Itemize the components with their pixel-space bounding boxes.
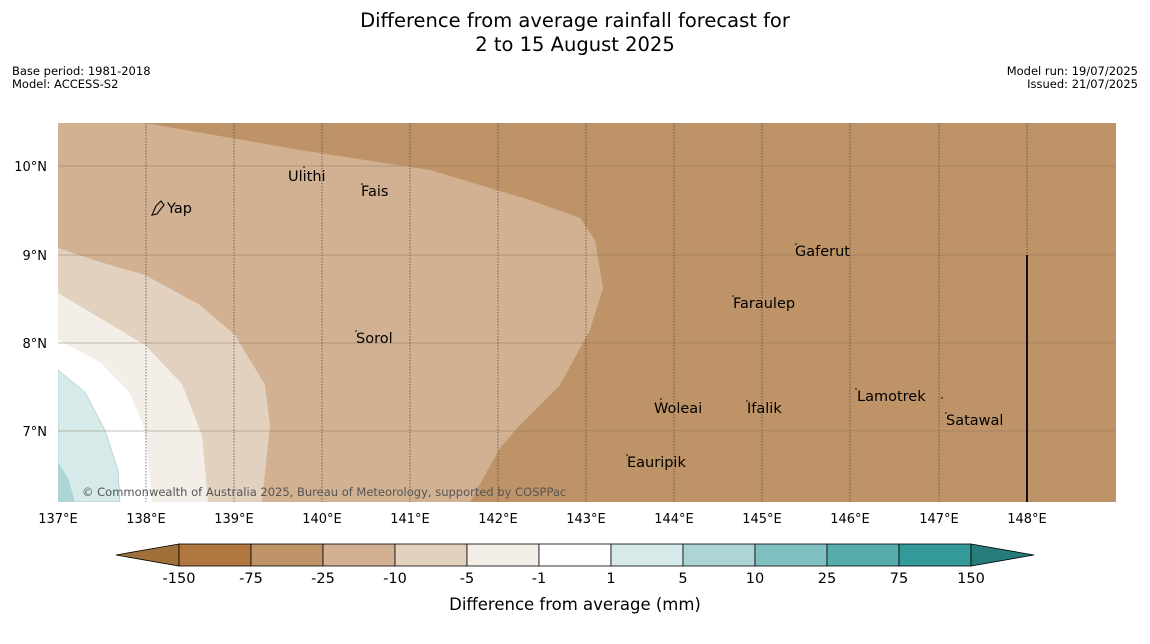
- title-line-1: Difference from average rainfall forecas…: [360, 9, 790, 32]
- colorbar: [115, 543, 1035, 567]
- colorbar-segment: [394, 543, 468, 567]
- place-label-fais: Fais: [361, 184, 388, 200]
- colorbar-label: 25: [818, 571, 836, 587]
- colorbar-label: -5: [460, 571, 474, 587]
- lon-tick-147e: 147°E: [919, 512, 959, 527]
- colorbar-label: 150: [957, 571, 985, 587]
- colorbar-cap-high: [970, 543, 1035, 567]
- colorbar-label: -150: [163, 571, 196, 587]
- colorbar-label: 75: [890, 571, 908, 587]
- copyright-notice: © Commonwealth of Australia 2025, Bureau…: [82, 485, 566, 499]
- colorbar-cap-low: [115, 543, 180, 567]
- colorbar-segment: [466, 543, 540, 567]
- colorbar-segment: [322, 543, 396, 567]
- place-label-gaferut: Gaferut: [795, 244, 850, 260]
- lon-tick-142e: 142°E: [478, 512, 518, 527]
- title-line-2: 2 to 15 August 2025: [475, 33, 675, 56]
- model-run: Model run: 19/07/2025: [1006, 64, 1138, 78]
- colorbar-segment: [754, 543, 828, 567]
- place-label-sorol: Sorol: [356, 331, 393, 347]
- lat-tick-9n: 9°N: [23, 249, 48, 264]
- lon-tick-140e: 140°E: [302, 512, 342, 527]
- place-markers: [303, 166, 947, 456]
- place-label-faraulep: Faraulep: [733, 296, 795, 312]
- base-period: Base period: 1981-2018: [12, 64, 151, 78]
- colorbar-segment: [682, 543, 756, 567]
- place-label-ulithi: Ulithi: [288, 169, 326, 185]
- colorbar-segment: [826, 543, 900, 567]
- meta-left: Base period: 1981-2018 Model: ACCESS-S2: [12, 65, 151, 91]
- yap-island-outline: [150, 200, 165, 216]
- colorbar-title: Difference from average (mm): [449, 595, 701, 614]
- lon-tick-144e: 144°E: [654, 512, 694, 527]
- lat-tick-labels: 10°N 9°N 8°N 7°N: [14, 160, 47, 440]
- model-name: Model: ACCESS-S2: [12, 77, 119, 91]
- colorbar-label: -1: [532, 571, 546, 587]
- colorbar-segment: [610, 543, 684, 567]
- zone-plus-5: [58, 369, 121, 502]
- lat-tick-8n: 8°N: [23, 337, 48, 352]
- place-label-lamotrek: Lamotrek: [857, 389, 926, 405]
- colorbar-label: 1: [606, 571, 615, 587]
- lon-tick-148e: 148°E: [1007, 512, 1047, 527]
- place-label-eauripik: Eauripik: [627, 455, 686, 471]
- meta-right: Model run: 19/07/2025 Issued: 21/07/2025: [1007, 65, 1138, 91]
- place-label-ifalik: Ifalik: [747, 401, 782, 417]
- colorbar-label: 5: [678, 571, 687, 587]
- lon-tick-146e: 146°E: [830, 512, 870, 527]
- place-label-woleai: Woleai: [654, 401, 702, 417]
- colorbar-segment: [538, 543, 612, 567]
- colorbar-segment: [178, 543, 252, 567]
- colorbar-segment: [898, 543, 972, 567]
- place-label-satawal: Satawal: [946, 413, 1003, 429]
- colorbar-label: -25: [311, 571, 335, 587]
- colorbar-label: -10: [383, 571, 407, 587]
- rainfall-map: Ulithi Fais Yap Gaferut Faraulep Sorol W…: [58, 123, 1116, 502]
- place-label-yap: Yap: [166, 201, 192, 217]
- colorbar-labels: -150 -75 -25 -10 -5 -1 1 5 10 25 75 150: [163, 571, 985, 587]
- lon-tick-138e: 138°E: [126, 512, 166, 527]
- lon-tick-141e: 141°E: [390, 512, 430, 527]
- lon-tick-143e: 143°E: [566, 512, 606, 527]
- lon-tick-139e: 139°E: [214, 512, 254, 527]
- lat-tick-7n: 7°N: [23, 425, 48, 440]
- lon-tick-labels: 137°E 138°E 139°E 140°E 141°E 142°E 143°…: [38, 512, 1047, 527]
- lat-tick-10n: 10°N: [14, 160, 47, 175]
- issued-date: Issued: 21/07/2025: [1027, 77, 1138, 91]
- colorbar-label: 10: [746, 571, 764, 587]
- place-labels: Ulithi Fais Yap Gaferut Faraulep Sorol W…: [166, 169, 1003, 471]
- colorbar-segment: [250, 543, 324, 567]
- zone-plus-10: [58, 462, 75, 502]
- map-title: Difference from average rainfall forecas…: [0, 9, 1150, 57]
- lon-tick-137e: 137°E: [38, 512, 78, 527]
- lon-tick-145e: 145°E: [742, 512, 782, 527]
- colorbar-label: -75: [239, 571, 263, 587]
